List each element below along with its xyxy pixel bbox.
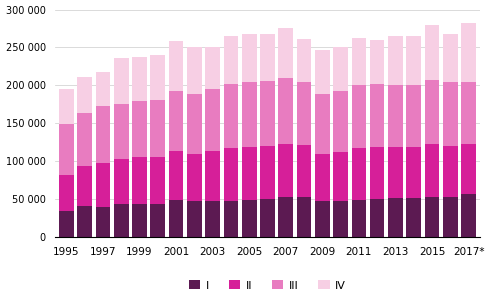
Bar	[223, 36, 238, 84]
Bar	[278, 78, 293, 144]
Bar	[260, 199, 275, 237]
Bar	[187, 47, 202, 94]
Bar	[96, 106, 110, 162]
Bar	[443, 34, 458, 82]
Bar	[114, 204, 129, 237]
Bar	[114, 159, 129, 204]
Bar	[315, 153, 329, 201]
Bar	[150, 156, 165, 204]
Bar	[425, 144, 439, 197]
Bar	[333, 47, 348, 92]
Bar	[260, 146, 275, 199]
Bar	[78, 77, 92, 113]
Bar	[407, 85, 421, 147]
Bar	[242, 147, 256, 200]
Bar	[297, 145, 311, 197]
Bar	[96, 162, 110, 207]
Bar	[205, 47, 220, 89]
Bar	[278, 28, 293, 78]
Bar	[205, 151, 220, 201]
Bar	[169, 200, 183, 237]
Bar	[297, 82, 311, 145]
Bar	[443, 82, 458, 146]
Bar	[425, 25, 439, 80]
Bar	[205, 89, 220, 151]
Bar	[370, 84, 384, 147]
Bar	[260, 34, 275, 81]
Bar	[443, 198, 458, 237]
Bar	[205, 201, 220, 237]
Bar	[78, 113, 92, 166]
Bar	[150, 55, 165, 101]
Bar	[352, 148, 366, 200]
Bar	[169, 92, 183, 150]
Bar	[59, 89, 74, 124]
Bar	[59, 211, 74, 237]
Bar	[59, 124, 74, 175]
Bar	[333, 152, 348, 201]
Bar	[187, 94, 202, 153]
Bar	[461, 82, 476, 144]
Bar	[114, 58, 129, 104]
Bar	[388, 36, 403, 85]
Bar	[132, 204, 147, 237]
Bar	[370, 199, 384, 237]
Bar	[223, 201, 238, 237]
Bar	[260, 81, 275, 146]
Bar	[278, 144, 293, 198]
Bar	[407, 147, 421, 198]
Bar	[59, 175, 74, 211]
Bar	[315, 201, 329, 237]
Bar	[407, 36, 421, 85]
Bar	[297, 39, 311, 82]
Bar	[388, 147, 403, 198]
Bar	[78, 166, 92, 206]
Bar	[169, 150, 183, 200]
Legend: I, II, III, IV: I, II, III, IV	[185, 276, 351, 295]
Bar	[78, 206, 92, 237]
Bar	[242, 82, 256, 147]
Bar	[315, 50, 329, 94]
Bar	[333, 92, 348, 152]
Bar	[297, 197, 311, 237]
Bar	[333, 201, 348, 237]
Bar	[96, 207, 110, 237]
Bar	[150, 204, 165, 237]
Bar	[461, 23, 476, 82]
Bar	[461, 144, 476, 194]
Bar	[132, 157, 147, 204]
Bar	[352, 85, 366, 148]
Bar	[132, 56, 147, 101]
Bar	[132, 101, 147, 157]
Bar	[388, 85, 403, 147]
Bar	[388, 198, 403, 237]
Bar	[278, 198, 293, 237]
Bar	[425, 80, 439, 144]
Bar	[425, 197, 439, 237]
Bar	[169, 41, 183, 92]
Bar	[443, 146, 458, 198]
Bar	[370, 147, 384, 199]
Bar	[223, 148, 238, 201]
Bar	[187, 153, 202, 201]
Bar	[315, 94, 329, 153]
Bar	[223, 84, 238, 148]
Bar	[242, 34, 256, 82]
Bar	[461, 194, 476, 237]
Bar	[187, 201, 202, 237]
Bar	[352, 200, 366, 237]
Bar	[352, 37, 366, 85]
Bar	[150, 101, 165, 156]
Bar	[370, 40, 384, 84]
Bar	[242, 200, 256, 237]
Bar	[96, 72, 110, 106]
Bar	[407, 198, 421, 237]
Bar	[114, 104, 129, 159]
